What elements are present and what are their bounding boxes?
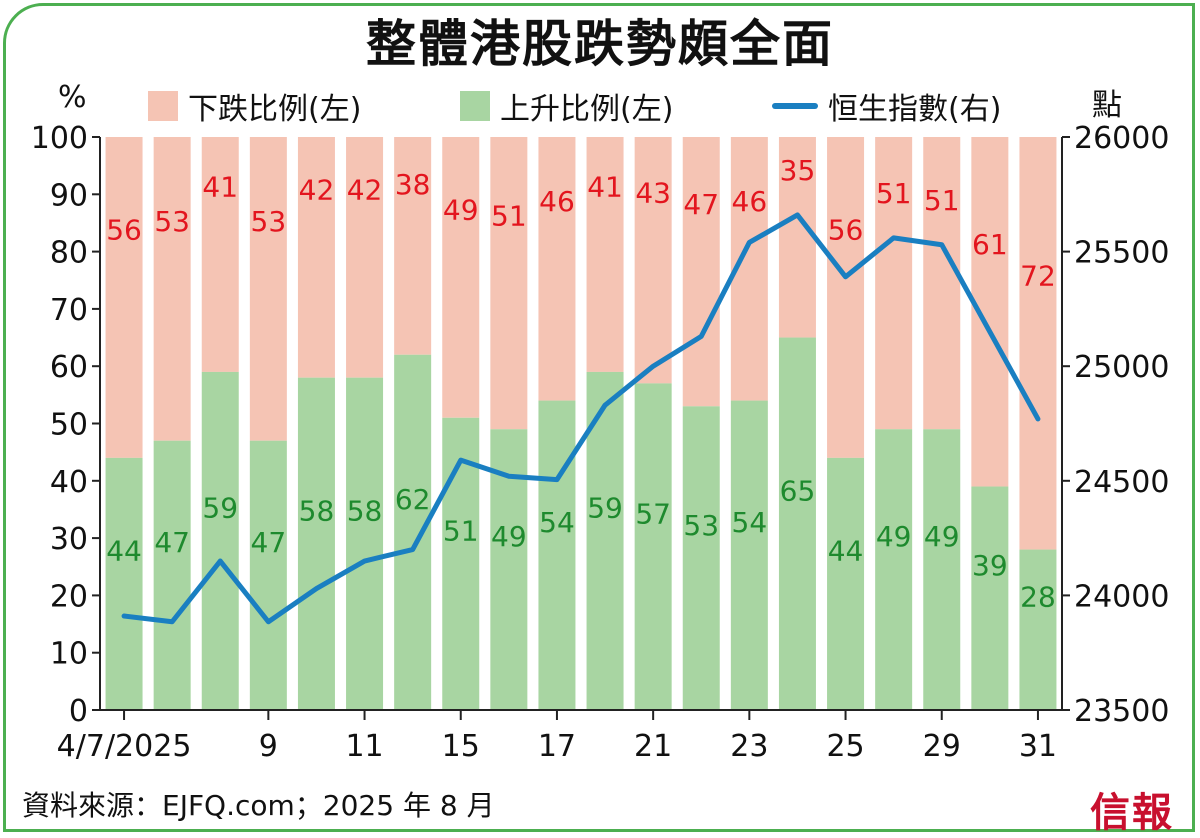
up-value-label: 59 — [202, 492, 238, 525]
down-value-label: 56 — [106, 214, 142, 247]
x-tick-label: 9 — [259, 729, 278, 764]
bar-up — [1019, 550, 1056, 710]
left-tick-label: 70 — [50, 293, 88, 328]
x-tick-label: 23 — [730, 729, 768, 764]
bar-down — [827, 137, 864, 458]
up-value-label: 44 — [828, 535, 864, 568]
down-value-label: 47 — [683, 188, 719, 221]
bar-up — [538, 401, 575, 710]
right-tick-label: 26000 — [1074, 121, 1169, 156]
x-tick-label: 29 — [923, 729, 961, 764]
down-value-label: 42 — [299, 174, 335, 207]
up-value-label: 39 — [972, 549, 1008, 582]
down-value-label: 51 — [491, 199, 527, 232]
bar-up — [635, 383, 672, 710]
down-value-label: 61 — [972, 228, 1008, 261]
left-tick-label: 20 — [50, 579, 88, 614]
bar-down — [154, 137, 191, 441]
bar-up — [250, 441, 287, 710]
up-value-label: 58 — [347, 494, 383, 527]
down-value-label: 46 — [539, 185, 575, 218]
bar-up — [779, 338, 816, 710]
bar-up — [971, 487, 1008, 710]
down-value-label: 53 — [251, 205, 287, 238]
bar-up — [154, 441, 191, 710]
x-tick-label: 15 — [442, 729, 480, 764]
bar-up — [106, 458, 143, 710]
up-value-label: 49 — [924, 520, 960, 553]
bar-up — [827, 458, 864, 710]
left-tick-label: 0 — [69, 694, 88, 729]
up-value-label: 58 — [299, 494, 335, 527]
left-tick-label: 90 — [50, 178, 88, 213]
x-tick-label: 21 — [634, 729, 672, 764]
up-value-label: 65 — [780, 474, 816, 507]
right-tick-label: 23500 — [1074, 694, 1169, 729]
bar-down — [683, 137, 720, 406]
up-value-label: 44 — [106, 535, 142, 568]
down-value-label: 38 — [395, 168, 431, 201]
left-tick-label: 80 — [50, 236, 88, 271]
bar-down — [1019, 137, 1056, 550]
right-tick-label: 25000 — [1074, 350, 1169, 385]
down-value-label: 35 — [780, 154, 816, 187]
x-tick-label: 17 — [538, 729, 576, 764]
right-tick-label: 24000 — [1074, 579, 1169, 614]
left-tick-label: 40 — [50, 465, 88, 500]
bar-up — [298, 378, 335, 710]
bar-up — [731, 401, 768, 710]
bar-down — [923, 137, 960, 429]
bar-up — [202, 372, 239, 710]
up-value-label: 59 — [587, 492, 623, 525]
bar-up — [683, 406, 720, 710]
bar-up — [875, 429, 912, 710]
down-value-label: 51 — [924, 184, 960, 217]
bar-up — [346, 378, 383, 710]
x-tick-label: 4/7/2025 — [57, 729, 192, 764]
bar-down — [635, 137, 672, 383]
up-value-label: 57 — [635, 497, 671, 530]
up-value-label: 49 — [491, 520, 527, 553]
up-value-label: 53 — [683, 509, 719, 542]
left-tick-label: 50 — [50, 408, 88, 443]
publisher-logo: 信報 — [1090, 780, 1174, 838]
up-value-label: 47 — [154, 526, 190, 559]
bar-up — [923, 429, 960, 710]
right-tick-label: 24500 — [1074, 465, 1169, 500]
bar-up — [394, 355, 431, 710]
bar-down — [106, 137, 143, 458]
up-value-label: 49 — [876, 520, 912, 553]
down-value-label: 56 — [828, 214, 864, 247]
bar-down — [250, 137, 287, 441]
down-value-label: 49 — [443, 194, 479, 227]
up-value-label: 47 — [251, 526, 287, 559]
down-value-label: 43 — [635, 176, 671, 209]
left-tick-label: 100 — [31, 121, 88, 156]
up-value-label: 54 — [732, 506, 768, 539]
source-note: 資料來源：EJFQ.com；2025 年 8 月 — [22, 784, 495, 824]
x-tick-label: 11 — [345, 729, 383, 764]
x-tick-label: 31 — [1019, 729, 1057, 764]
right-tick-label: 25500 — [1074, 236, 1169, 271]
down-value-label: 53 — [154, 205, 190, 238]
up-value-label: 54 — [539, 506, 575, 539]
bar-down — [490, 137, 527, 429]
up-value-label: 62 — [395, 483, 431, 516]
down-value-label: 41 — [587, 171, 623, 204]
bar-down — [538, 137, 575, 401]
left-tick-label: 10 — [50, 637, 88, 672]
down-value-label: 42 — [347, 174, 383, 207]
left-tick-label: 30 — [50, 522, 88, 557]
down-value-label: 41 — [202, 171, 238, 204]
bar-down — [442, 137, 479, 418]
down-value-label: 51 — [876, 177, 912, 210]
x-tick-label: 25 — [826, 729, 864, 764]
down-value-label: 46 — [732, 185, 768, 218]
up-value-label: 28 — [1020, 580, 1056, 613]
up-value-label: 51 — [443, 515, 479, 548]
left-tick-label: 60 — [50, 350, 88, 385]
down-value-label: 72 — [1020, 260, 1056, 293]
